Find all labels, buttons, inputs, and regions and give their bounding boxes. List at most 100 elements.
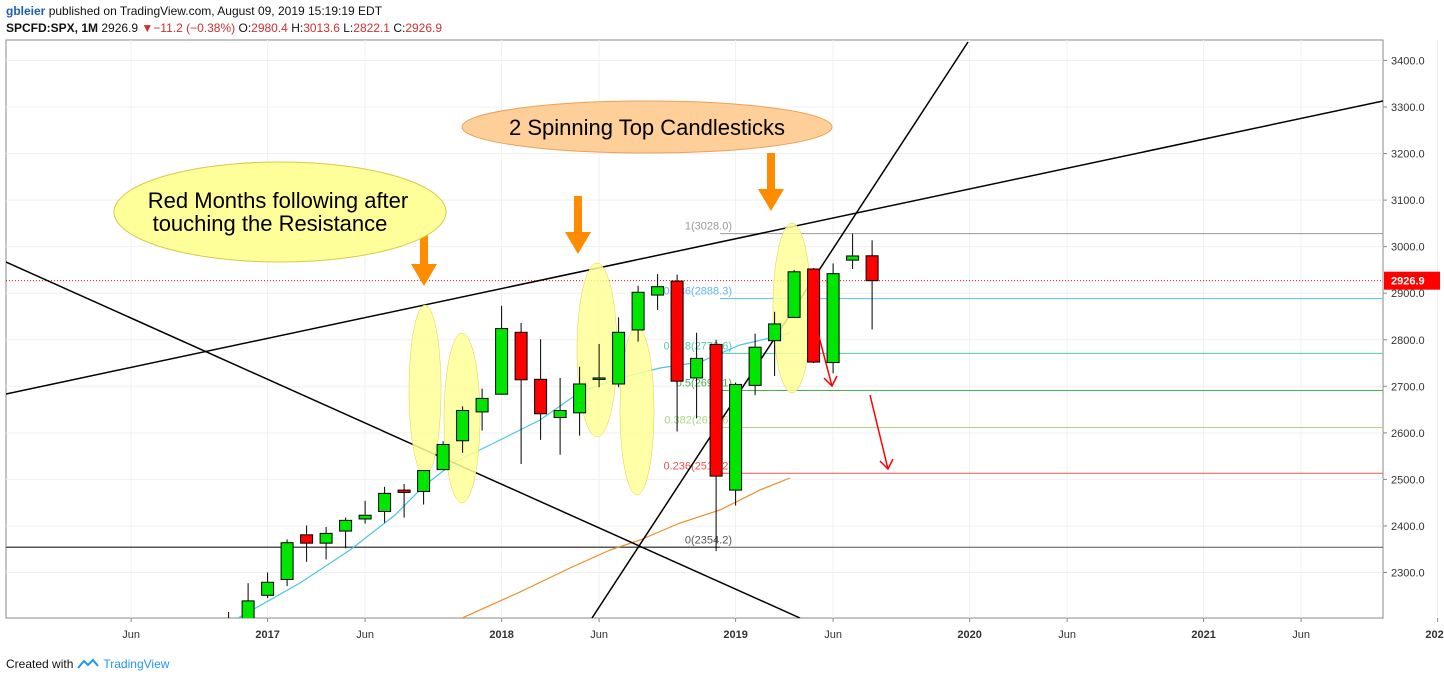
- candle-body: [768, 323, 782, 342]
- price-tick-label: 3200.0: [1391, 149, 1425, 161]
- projection-arrow: [811, 309, 833, 387]
- price-change: −11.2 (−0.38%): [153, 21, 236, 35]
- author-name[interactable]: gbleier: [6, 4, 46, 18]
- resistance-trendline: [6, 100, 1383, 395]
- time-tick-label: 2020: [957, 629, 981, 641]
- fib-level-label: 0(2354.2): [685, 534, 732, 546]
- time-tick-label: Jun: [590, 629, 608, 641]
- candle-body: [612, 331, 626, 385]
- open-label: O:: [238, 21, 252, 35]
- high-label: H:: [291, 21, 304, 35]
- descending-trendline: [6, 261, 801, 618]
- price-tick-label: 2400.0: [1391, 521, 1425, 533]
- projection-arrow-head: [823, 375, 838, 388]
- low-value: 2822.1: [353, 21, 390, 35]
- candle-body: [456, 410, 470, 442]
- candle-body: [631, 291, 645, 331]
- plot-content: 1(3028.0)0.786(2888.3)0.618(2770.6)0.5(2…: [6, 41, 1383, 652]
- close-label: C:: [393, 21, 406, 35]
- candle-body: [651, 286, 665, 296]
- high-value: 3013.6: [303, 21, 340, 35]
- symbol-info: SPCFD:SPX, 1M 2926.9 ▼−11.2 (−0.38%) O:2…: [6, 21, 442, 35]
- tradingview-logo-icon: [77, 658, 100, 669]
- time-tick-label: 2022: [1425, 629, 1444, 641]
- price-tick-label: 3100.0: [1391, 195, 1425, 207]
- candle-body: [865, 255, 879, 282]
- publish-info: gbleier published on TradingView.com, Au…: [6, 4, 382, 18]
- price-tick-label: 3300.0: [1391, 102, 1425, 114]
- time-tick-label: Jun: [1292, 629, 1310, 641]
- moving-average-50: [461, 477, 791, 618]
- price-tick-label: 2800.0: [1391, 335, 1425, 347]
- candle-body: [748, 346, 762, 386]
- last-price-badge: [1384, 271, 1440, 290]
- projection-arrow: [869, 394, 889, 470]
- price-tick-label: 2600.0: [1391, 428, 1425, 440]
- annotation-bubble-2: [461, 100, 833, 154]
- low-label: L:: [343, 21, 354, 35]
- fib-level-label: 1(3028.0): [685, 221, 732, 233]
- publish-date: published on TradingView.com, August 09,…: [48, 4, 383, 18]
- candle-body: [709, 343, 723, 477]
- annotation-text-1a: Red Months following after: [148, 188, 408, 213]
- candle-body: [241, 600, 255, 618]
- candle-body: [670, 280, 684, 382]
- time-tick-label: Jun: [1058, 629, 1076, 641]
- candle-body: [475, 397, 489, 413]
- candle-body: [397, 489, 411, 493]
- price-tick-label: 3400.0: [1391, 55, 1425, 67]
- candle-body: [826, 273, 840, 364]
- candle-body: [223, 620, 235, 652]
- down-arrow-icon: [758, 153, 784, 211]
- candle-body: [573, 383, 587, 414]
- price-tick-label: 2500.0: [1391, 474, 1425, 486]
- candle-body: [690, 357, 704, 379]
- candle-body: [300, 534, 314, 544]
- highlight-ellipse: [408, 304, 442, 476]
- candle-body: [280, 542, 294, 580]
- down-arrow-icon: [565, 196, 591, 254]
- tradingview-brand[interactable]: TradingView: [103, 657, 170, 671]
- down-triangle-icon: ▼: [141, 21, 154, 35]
- time-tick-label: Jun: [122, 629, 140, 641]
- candle-body: [261, 581, 275, 596]
- fib-level-label: 0.5(2691.1): [676, 377, 732, 389]
- candle-body: [339, 519, 353, 532]
- candle-body: [534, 378, 548, 415]
- symbol-label: SPCFD:SPX, 1M: [6, 21, 99, 35]
- last-price: 2926.9: [101, 21, 139, 35]
- annotation-text-2: 2 Spinning Top Candlesticks: [509, 115, 785, 140]
- price-tick-label: 3000.0: [1391, 242, 1425, 254]
- candle-body: [319, 532, 333, 544]
- candle-body: [358, 514, 372, 520]
- price-tick-label: 2300.0: [1391, 568, 1425, 580]
- time-tick-label: 2018: [489, 629, 513, 641]
- time-tick-label: 2021: [1191, 629, 1215, 641]
- down-arrow-icon: [411, 228, 437, 286]
- created-with-label: Created with: [6, 657, 74, 671]
- candle-body: [378, 492, 392, 513]
- time-tick-label: Jun: [356, 629, 374, 641]
- close-value: 2926.9: [405, 21, 443, 35]
- price-tick-label: 2900.0: [1391, 288, 1425, 300]
- candle-body: [592, 377, 606, 380]
- candle-body: [553, 410, 567, 418]
- moving-average-20: [237, 332, 791, 618]
- price-tick-label: 2700.0: [1391, 381, 1425, 393]
- annotation-bubble-1: [113, 161, 447, 263]
- candle-body: [846, 255, 860, 261]
- candle-body: [495, 328, 509, 395]
- candle-body: [436, 443, 450, 471]
- candle-body: [417, 470, 431, 493]
- last-price-badge-label: 2926.9: [1391, 276, 1425, 288]
- candle-body: [787, 271, 801, 318]
- time-tick-label: 2017: [255, 629, 279, 641]
- open-value: 2980.4: [251, 21, 288, 35]
- time-tick-label: Jun: [824, 629, 842, 641]
- footer: Created with TradingView: [6, 657, 169, 671]
- projection-arrow-head: [879, 458, 894, 471]
- candle-body: [514, 331, 528, 381]
- time-tick-label: 2019: [723, 629, 747, 641]
- candle-body: [729, 383, 743, 491]
